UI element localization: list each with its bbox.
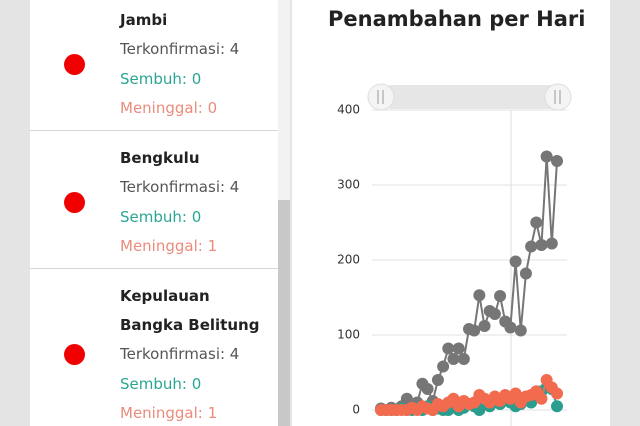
province-name: Jambi (120, 11, 168, 29)
chart-panel: Penambahan per Hari 0 100 200 300 400 (292, 0, 610, 426)
slider-handle[interactable] (544, 83, 572, 111)
deaths: Meninggal: 1 (120, 237, 218, 255)
confirmed: Terkonfirmasi: 4 (120, 345, 240, 363)
data-point (437, 360, 450, 373)
data-point (509, 255, 522, 268)
confirmed: Terkonfirmasi: 4 (120, 40, 240, 58)
data-point (519, 267, 532, 280)
range-slider[interactable] (380, 85, 563, 109)
y-tick-label: 300 (337, 178, 360, 192)
data-point (509, 387, 522, 400)
data-point (540, 150, 553, 163)
data-point (421, 383, 434, 395)
deaths: Meninggal: 1 (120, 404, 218, 422)
y-tick-label: 200 (337, 253, 360, 267)
data-point (535, 239, 548, 251)
y-tick-label: 400 (337, 103, 360, 117)
data-point (551, 387, 563, 400)
province-name: Kepulauan Bangka Belitung (120, 287, 260, 334)
data-point (457, 353, 470, 365)
province-item[interactable]: Kepulauan Bangka Belitung Terkonfirmasi:… (30, 269, 278, 426)
recovered: Sembuh: 0 (120, 207, 202, 226)
data-point (504, 321, 517, 334)
status-dot (64, 54, 85, 75)
chart: Penambahan per Hari 0 100 200 300 400 (328, 7, 585, 426)
data-point (551, 400, 563, 413)
deaths: Meninggal: 0 (120, 99, 218, 117)
series-line (380, 156, 558, 412)
data-point (468, 324, 481, 337)
y-tick-label: 100 (337, 328, 360, 342)
data-point (530, 216, 543, 229)
data-point (442, 342, 455, 355)
confirmed: Terkonfirmasi: 4 (120, 178, 240, 196)
slider-handle[interactable] (367, 83, 395, 111)
province-list: Jambi Terkonfirmasi: 4 Sembuh: 0 Meningg… (30, 0, 278, 426)
data-point (525, 240, 538, 253)
scrollbar-thumb[interactable] (278, 200, 290, 426)
recovered: Sembuh: 0 (120, 69, 202, 88)
data-point (494, 290, 507, 302)
data-point (478, 320, 491, 332)
province-name: Bengkulu (120, 149, 200, 167)
province-item[interactable]: Bengkulu Terkonfirmasi: 4 Sembuh: 0 Meni… (30, 131, 278, 269)
data-point (447, 353, 460, 365)
data-point (545, 237, 558, 250)
y-tick-label: 0 (352, 403, 360, 417)
status-dot (64, 192, 85, 213)
data-point (452, 342, 465, 355)
chart-title: Penambahan per Hari (328, 7, 585, 31)
data-point (488, 308, 501, 320)
province-item[interactable]: Jambi Terkonfirmasi: 4 Sembuh: 0 Meningg… (30, 0, 278, 131)
data-point (514, 324, 527, 337)
data-point (535, 392, 548, 405)
data-point (551, 155, 563, 167)
data-point (431, 374, 444, 386)
recovered: Sembuh: 0 (120, 374, 202, 393)
data-point (473, 289, 486, 302)
status-dot (64, 344, 85, 365)
